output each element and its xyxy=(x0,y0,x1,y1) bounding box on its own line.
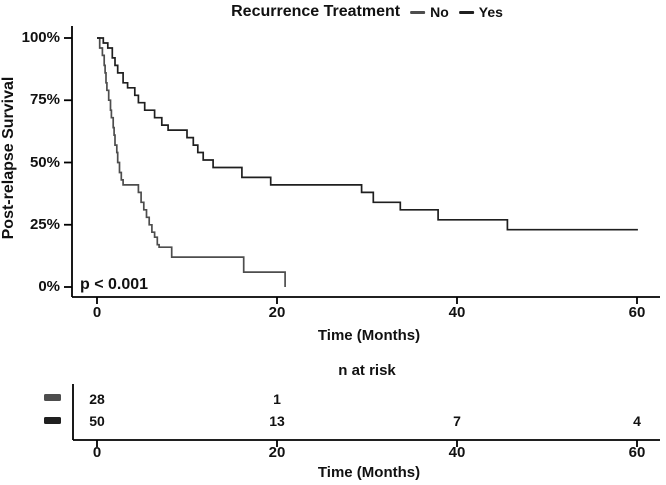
x-tick-label: 0 xyxy=(92,304,102,321)
chart-header: Recurrence Treatment No Yes xyxy=(231,3,503,21)
p-value-annotation: p < 0.001 xyxy=(80,276,149,293)
risk-table-x-axis-label: Time (Months) xyxy=(317,464,421,481)
x-axis-label: Time (Months) xyxy=(317,327,421,344)
x-tick-label: 60 xyxy=(628,304,646,321)
y-tick-label: 100% xyxy=(21,29,60,46)
risk-count-yes: 7 xyxy=(453,413,461,429)
risk-x-tick-label: 20 xyxy=(268,444,286,461)
no-line-swatch-icon xyxy=(410,10,426,14)
risk-count-yes: 13 xyxy=(269,413,285,429)
y-tick-label: 75% xyxy=(29,91,60,109)
risk-row-swatch-no xyxy=(44,394,61,401)
legend-label-yes: Yes xyxy=(478,4,503,20)
survival-curve-yes xyxy=(97,37,638,231)
x-tick-label: 20 xyxy=(268,304,286,321)
legend-label-no: No xyxy=(430,4,449,20)
y-tick-label: 0% xyxy=(38,278,60,295)
risk-x-tick-label: 40 xyxy=(448,444,466,461)
legend-item-yes: Yes xyxy=(458,4,503,20)
yes-line-swatch-icon xyxy=(458,10,474,14)
chart-title: Recurrence Treatment xyxy=(231,3,401,20)
y-tick-label: 25% xyxy=(29,215,60,233)
survival-curve-no xyxy=(97,37,286,287)
risk-count-no: 28 xyxy=(89,391,105,407)
risk-count-yes: 4 xyxy=(633,413,641,429)
risk-x-tick-label: 0 xyxy=(92,444,102,461)
risk-count-yes: 50 xyxy=(89,413,105,429)
risk-row-swatch-yes xyxy=(44,417,61,424)
x-tick-label: 40 xyxy=(448,304,466,321)
risk-x-tick-label: 60 xyxy=(628,444,646,461)
legend-item-no: No xyxy=(410,4,449,20)
y-tick-label: 50% xyxy=(29,153,60,171)
risk-table-title: n at risk xyxy=(338,362,396,379)
risk-count-no: 1 xyxy=(273,391,281,407)
